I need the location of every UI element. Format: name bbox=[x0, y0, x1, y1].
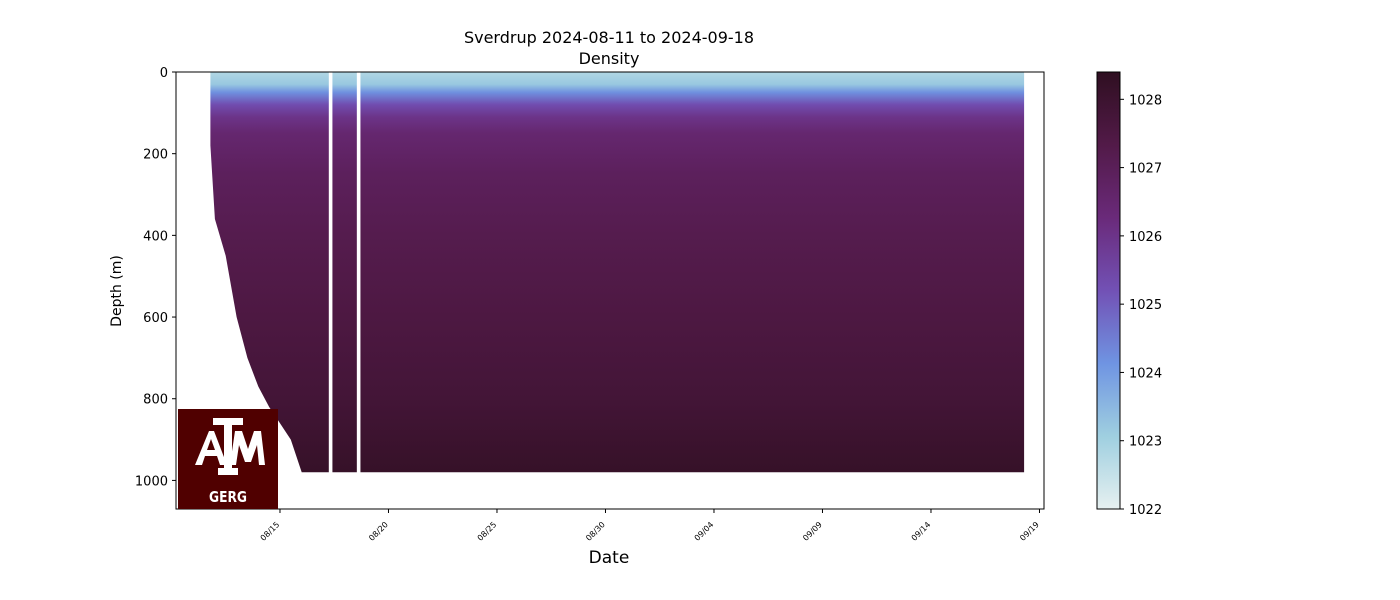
y-tick-label: 0 bbox=[160, 66, 168, 81]
colorbar-tick-label: 1024 bbox=[1129, 366, 1162, 381]
logo-subtext: GERG bbox=[209, 488, 247, 506]
x-tick-label: 09/09 bbox=[801, 520, 824, 543]
x-tick-label: 09/14 bbox=[910, 520, 933, 543]
x-tick-label: 08/15 bbox=[259, 520, 282, 543]
y-tick-label: 1000 bbox=[135, 474, 168, 489]
colorbar-tick-label: 1026 bbox=[1129, 230, 1162, 245]
y-tick-label: 600 bbox=[143, 311, 168, 326]
y-axis-label: Depth (m) bbox=[109, 255, 125, 327]
chart-title: Sverdrup 2024-08-11 to 2024-09-18 bbox=[464, 28, 754, 47]
colorbar-tick-label: 1023 bbox=[1129, 435, 1162, 450]
x-tick-label: 09/19 bbox=[1018, 520, 1041, 543]
density-field-area bbox=[210, 72, 1025, 473]
colorbar-gradient bbox=[1096, 71, 1121, 510]
plot-area bbox=[210, 72, 1025, 509]
x-axis: 08/15 08/20 08/25 08/30 09/04 09/09 09/14 09/19 bbox=[259, 509, 1041, 543]
x-tick-label: 08/20 bbox=[367, 520, 390, 543]
colorbar-tick-label: 1025 bbox=[1129, 298, 1162, 313]
data-gap bbox=[356, 72, 361, 509]
colorbar-ticks: 1022 1023 1024 1025 1026 1027 1028 bbox=[1120, 93, 1162, 518]
plot-frame bbox=[175, 71, 1045, 510]
colorbar-tick-label: 1022 bbox=[1129, 503, 1162, 518]
x-axis-label: Date bbox=[589, 548, 630, 568]
y-tick-label: 800 bbox=[143, 393, 168, 408]
colorbar-tick-label: 1028 bbox=[1129, 93, 1162, 108]
x-tick-label: 08/30 bbox=[584, 520, 607, 543]
y-tick-label: 400 bbox=[143, 229, 168, 244]
colorbar: 1022 1023 1024 1025 1026 1027 1028 bbox=[1096, 71, 1162, 518]
x-tick-label: 08/25 bbox=[476, 520, 499, 543]
x-tick-label: 09/04 bbox=[693, 520, 716, 543]
atm-logo-mark bbox=[195, 418, 265, 475]
chart-subtitle: Density bbox=[579, 49, 640, 68]
y-axis: 0 200 400 600 800 1000 bbox=[135, 66, 176, 489]
y-tick-label: 200 bbox=[143, 148, 168, 163]
gerg-logo: GERG bbox=[178, 409, 278, 509]
colorbar-tick-label: 1027 bbox=[1129, 162, 1162, 177]
density-field bbox=[210, 72, 1025, 509]
data-gap bbox=[328, 72, 333, 509]
